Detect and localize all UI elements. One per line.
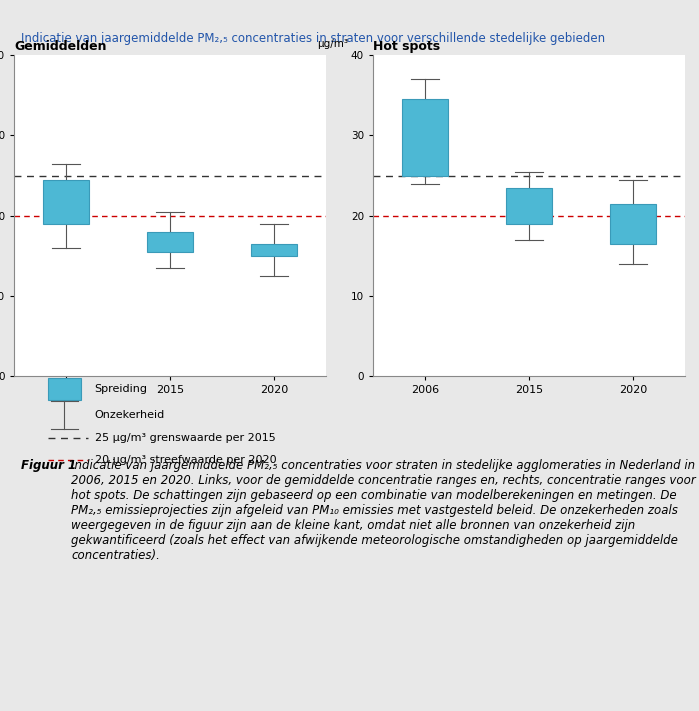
Text: Indicatie van jaargemiddelde PM₂,₅ concentraties voor straten in stedelijke aggl: Indicatie van jaargemiddelde PM₂,₅ conce…	[71, 459, 696, 562]
Text: Figuur 1: Figuur 1	[21, 459, 75, 472]
FancyBboxPatch shape	[147, 232, 194, 252]
FancyBboxPatch shape	[505, 188, 552, 224]
Text: 25 μg/m³ grenswaarde per 2015: 25 μg/m³ grenswaarde per 2015	[94, 434, 275, 444]
FancyBboxPatch shape	[610, 203, 656, 244]
FancyBboxPatch shape	[401, 100, 448, 176]
Text: Gemiddelden: Gemiddelden	[14, 40, 106, 53]
Text: Onzekerheid: Onzekerheid	[94, 410, 165, 420]
Text: μg/m³: μg/m³	[317, 38, 347, 48]
Text: Spreiding: Spreiding	[94, 384, 147, 394]
Text: 20 μg/m³ streefwaarde per 2020: 20 μg/m³ streefwaarde per 2020	[94, 454, 276, 464]
FancyBboxPatch shape	[251, 244, 298, 256]
Text: Hot spots: Hot spots	[373, 40, 440, 53]
FancyBboxPatch shape	[43, 180, 89, 224]
Text: Indicatie van jaargemiddelde PM₂,₅ concentraties in straten voor verschillende s: Indicatie van jaargemiddelde PM₂,₅ conce…	[21, 32, 605, 45]
FancyBboxPatch shape	[48, 378, 81, 400]
